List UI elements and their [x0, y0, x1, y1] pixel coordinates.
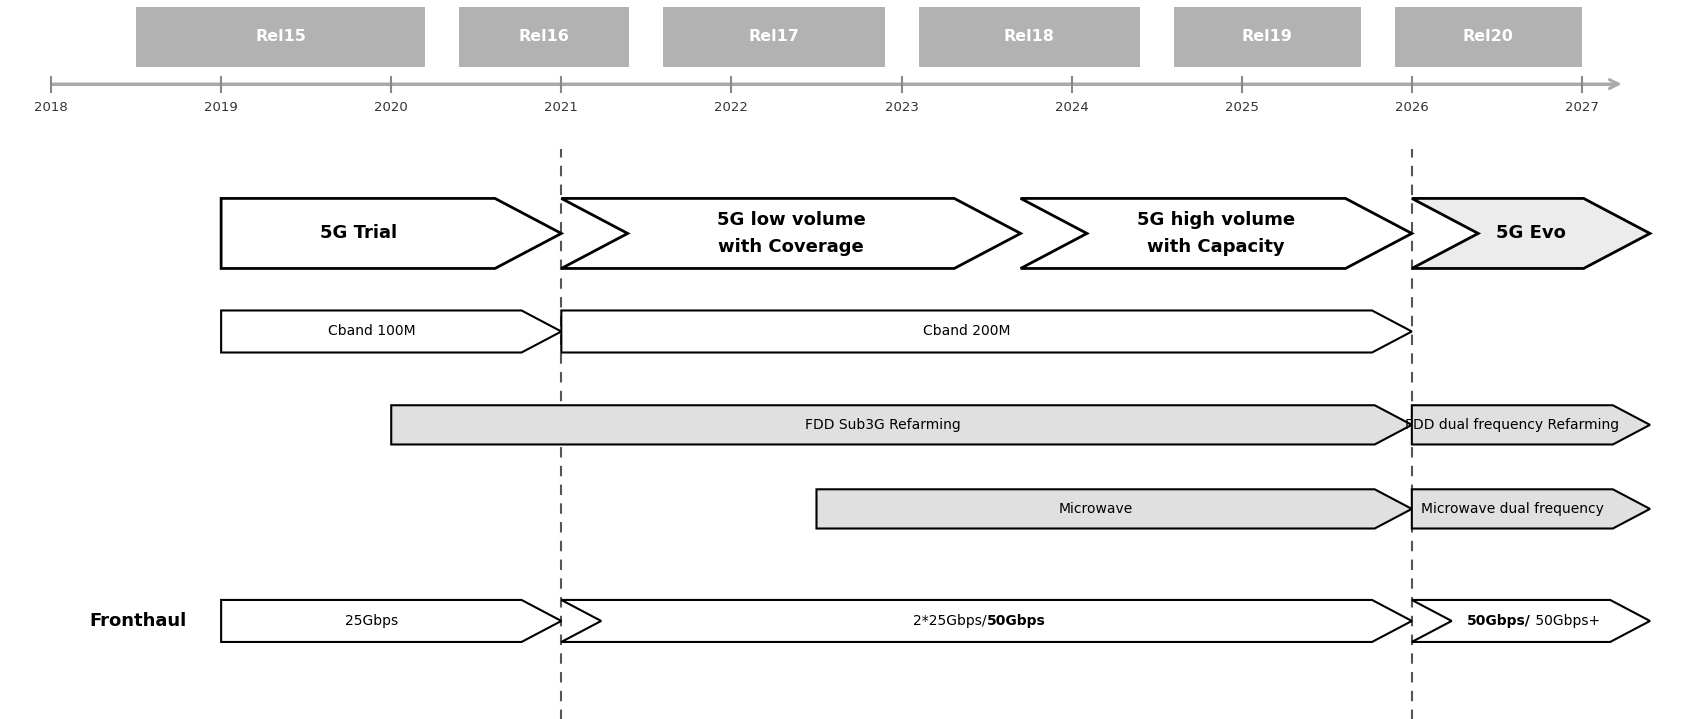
Text: with Coverage: with Coverage [717, 237, 864, 255]
Polygon shape [1411, 600, 1650, 642]
Polygon shape [1411, 198, 1650, 268]
Polygon shape [1411, 406, 1650, 444]
Text: Rel16: Rel16 [519, 29, 569, 45]
Text: Microwave: Microwave [1059, 502, 1133, 516]
Bar [663, 6, 884, 68]
Text: 2019: 2019 [204, 101, 237, 114]
Text: 5G Evo: 5G Evo [1495, 224, 1566, 242]
Text: 2026: 2026 [1394, 101, 1428, 114]
Bar [460, 6, 630, 68]
Polygon shape [221, 311, 561, 352]
Text: with Capacity: with Capacity [1147, 237, 1285, 255]
Text: 5G Trial: 5G Trial [320, 224, 397, 242]
Polygon shape [817, 490, 1411, 528]
Bar [918, 6, 1140, 68]
Text: Cband 200M: Cband 200M [923, 324, 1010, 339]
Text: 2020: 2020 [374, 101, 408, 114]
Text: 2024: 2024 [1054, 101, 1088, 114]
Text: 50Gbps/: 50Gbps/ [1467, 614, 1531, 628]
Text: 5G high volume: 5G high volume [1137, 211, 1295, 229]
Text: 50Gbps+: 50Gbps+ [1531, 614, 1600, 628]
Text: Microwave dual frequency: Microwave dual frequency [1421, 502, 1603, 516]
Text: Cband 100M: Cband 100M [327, 324, 416, 339]
Text: 2021: 2021 [544, 101, 578, 114]
Text: 2018: 2018 [34, 101, 67, 114]
Polygon shape [561, 600, 1411, 642]
Polygon shape [1411, 490, 1650, 528]
Text: FDD Sub3G Refarming: FDD Sub3G Refarming [805, 418, 962, 432]
Text: Rel19: Rel19 [1241, 29, 1293, 45]
Polygon shape [391, 406, 1411, 444]
Text: Fronthaul: Fronthaul [89, 612, 187, 630]
Polygon shape [221, 198, 561, 268]
Bar [136, 6, 426, 68]
Text: 2025: 2025 [1224, 101, 1258, 114]
Text: Rel20: Rel20 [1463, 29, 1514, 45]
Text: Rel15: Rel15 [256, 29, 306, 45]
Polygon shape [221, 600, 561, 642]
Text: FDD dual frequency Refarming: FDD dual frequency Refarming [1404, 418, 1620, 432]
Text: 2027: 2027 [1564, 101, 1598, 114]
Bar [1174, 6, 1361, 68]
Text: 2023: 2023 [884, 101, 918, 114]
Text: Rel18: Rel18 [1004, 29, 1054, 45]
Text: 2*25Gbps/: 2*25Gbps/ [913, 614, 987, 628]
Text: 25Gbps: 25Gbps [345, 614, 397, 628]
Text: 5G low volume: 5G low volume [717, 211, 866, 229]
Text: 50Gbps: 50Gbps [987, 614, 1046, 628]
Text: Rel17: Rel17 [748, 29, 800, 45]
Text: 2022: 2022 [714, 101, 748, 114]
Polygon shape [561, 311, 1411, 352]
Polygon shape [1021, 198, 1411, 268]
Bar [1394, 6, 1581, 68]
Polygon shape [561, 198, 1021, 268]
